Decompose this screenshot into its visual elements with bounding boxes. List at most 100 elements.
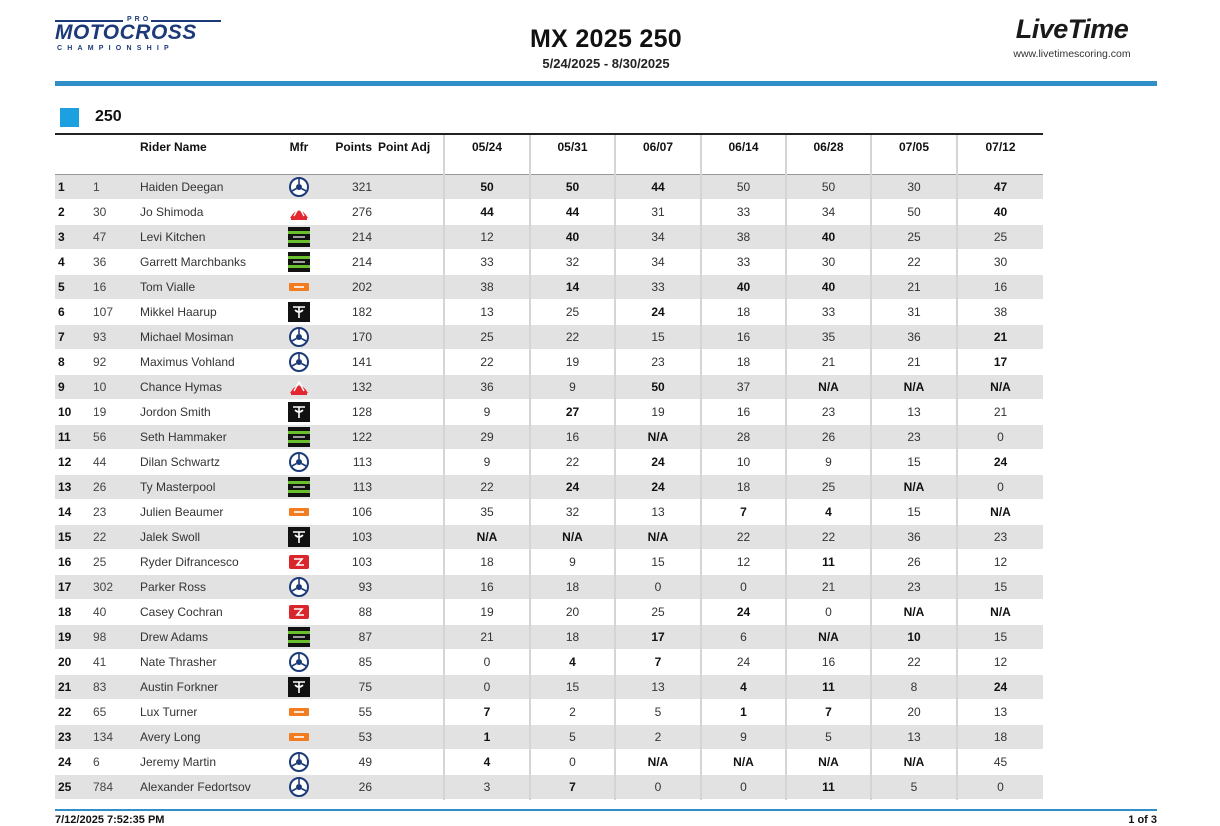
rider-points: 53 [320, 724, 378, 750]
rider-position: 16 [55, 549, 93, 575]
round-result: 20 [870, 699, 957, 725]
table-row[interactable]: 12 44 Dilan Schwartz 113 9 22 24 10 9 15 24 [55, 449, 1043, 475]
yamaha-icon [288, 452, 310, 472]
table-row[interactable]: 17 302 Parker Ross 93 16 18 0 0 21 23 15 [55, 574, 1043, 600]
table-row[interactable]: 4 36 Garrett Marchbanks 214 33 32 34 33 30 22 30 [55, 249, 1043, 275]
table-row[interactable]: 15 22 Jalek Swoll 103 N/A N/A N/A 22 22 36 23 [55, 524, 1043, 550]
round-result: 4 [700, 674, 786, 700]
point-adj-cell [378, 774, 444, 800]
rider-position: 15 [55, 524, 93, 550]
manufacturer-cell [278, 549, 320, 575]
table-row[interactable]: 13 26 Ty Masterpool 113 22 24 24 18 25 N/A 0 [55, 474, 1043, 500]
table-row[interactable]: 16 25 Ryder Difrancesco 103 18 9 15 12 11 26 12 [55, 549, 1043, 575]
round-result: 13 [614, 674, 701, 700]
rider-points: 26 [320, 774, 378, 800]
table-row[interactable]: 24 6 Jeremy Martin 49 4 0 N/A N/A N/A N/A 45 [55, 749, 1043, 775]
round-result: 33 [443, 249, 530, 275]
rider-position: 19 [55, 624, 93, 650]
round-result: N/A [529, 524, 615, 550]
table-row[interactable]: 3 47 Levi Kitchen 214 12 40 34 38 40 25 25 [55, 224, 1043, 250]
rider-points: 214 [320, 249, 378, 275]
point-adj-cell [378, 224, 444, 250]
table-row[interactable]: 9 10 Chance Hymas 132 36 9 50 37 N/A N/A N/A [55, 374, 1043, 400]
round-result: 17 [956, 349, 1043, 375]
table-row[interactable]: 25 784 Alexander Fedortsov 26 3 7 0 0 11 5 0 [55, 774, 1043, 800]
round-result: 21 [956, 324, 1043, 350]
rider-name: Avery Long [140, 724, 278, 750]
round-result: 21 [870, 274, 957, 300]
round-result: N/A [870, 599, 957, 625]
round-result: 38 [956, 299, 1043, 325]
rider-name: Jordon Smith [140, 399, 278, 425]
col-round-5[interactable]: 06/28 [785, 133, 871, 175]
round-result: 15 [529, 674, 615, 700]
table-row[interactable]: 21 83 Austin Forkner 75 0 15 13 4 11 8 24 [55, 674, 1043, 700]
footer-timestamp: 7/12/2025 7:52:35 PM [55, 814, 165, 826]
table-row[interactable]: 7 93 Michael Mosiman 170 25 22 15 16 35 36 21 [55, 324, 1043, 350]
round-result: 18 [529, 624, 615, 650]
round-result: 11 [785, 549, 871, 575]
table-row[interactable]: 23 134 Avery Long 53 1 5 2 9 5 13 18 [55, 724, 1043, 750]
point-adj-cell [378, 449, 444, 475]
round-result: 29 [443, 424, 530, 450]
rider-number: 16 [93, 274, 140, 300]
rider-position: 2 [55, 199, 93, 225]
table-row[interactable]: 11 56 Seth Hammaker 122 29 16 N/A 28 26 23 0 [55, 424, 1043, 450]
col-points[interactable]: Points [320, 133, 378, 175]
round-result: 9 [443, 399, 530, 425]
table-row[interactable]: 18 40 Casey Cochran 88 19 20 25 24 0 N/A N/A [55, 599, 1043, 625]
col-round-2[interactable]: 05/31 [529, 133, 615, 175]
col-round-3[interactable]: 06/07 [614, 133, 701, 175]
round-result: 2 [614, 724, 701, 750]
table-row[interactable]: 22 65 Lux Turner 55 7 2 5 1 7 20 13 [55, 699, 1043, 725]
rider-points: 132 [320, 374, 378, 400]
round-result: 23 [870, 424, 957, 450]
rider-name: Levi Kitchen [140, 224, 278, 250]
col-point-adj[interactable]: Point Adj [378, 133, 444, 175]
rider-position: 6 [55, 299, 93, 325]
triumph-icon [288, 302, 310, 322]
round-result: 0 [529, 749, 615, 775]
round-result: 32 [529, 249, 615, 275]
col-round-6[interactable]: 07/05 [870, 133, 957, 175]
table-row[interactable]: 8 92 Maximus Vohland 141 22 19 23 18 21 21 17 [55, 349, 1043, 375]
round-result: 22 [700, 524, 786, 550]
page-title: MX 2025 250 [529, 25, 683, 53]
round-result: N/A [614, 424, 701, 450]
table-row[interactable]: 20 41 Nate Thrasher 85 0 4 7 24 16 22 12 [55, 649, 1043, 675]
rider-points: 128 [320, 399, 378, 425]
table-row[interactable]: 19 98 Drew Adams 87 21 18 17 6 N/A 10 15 [55, 624, 1043, 650]
rider-name: Austin Forkner [140, 674, 278, 700]
round-result: 21 [785, 349, 871, 375]
round-result: 35 [785, 324, 871, 350]
table-row[interactable]: 2 30 Jo Shimoda 276 44 44 31 33 34 50 40 [55, 199, 1043, 225]
table-row[interactable]: 1 1 Haiden Deegan 321 50 50 44 50 50 30 47 [55, 174, 1043, 200]
round-result: 11 [785, 674, 871, 700]
table-row[interactable]: 14 23 Julien Beaumer 106 35 32 13 7 4 15 N/A [55, 499, 1043, 525]
col-mfr[interactable]: Mfr [278, 133, 320, 175]
rider-position: 11 [55, 424, 93, 450]
col-round-1[interactable]: 05/24 [443, 133, 530, 175]
table-row[interactable]: 6 107 Mikkel Haarup 182 13 25 24 18 33 31 38 [55, 299, 1043, 325]
footer-divider [55, 809, 1157, 811]
table-row[interactable]: 5 16 Tom Vialle 202 38 14 33 40 40 21 16 [55, 274, 1043, 300]
manufacturer-cell [278, 249, 320, 275]
rider-name: Chance Hymas [140, 374, 278, 400]
round-result: 10 [870, 624, 957, 650]
triumph-icon [288, 402, 310, 422]
round-result: 20 [529, 599, 615, 625]
logo-stripe [55, 20, 123, 22]
col-rider-name[interactable]: Rider Name [140, 133, 278, 175]
livetime-url[interactable]: www.livetimescoring.com [1013, 48, 1131, 60]
round-result: 24 [614, 474, 701, 500]
col-round-7[interactable]: 07/12 [956, 133, 1043, 175]
col-round-4[interactable]: 06/14 [700, 133, 786, 175]
round-result: 22 [443, 474, 530, 500]
round-result: 31 [870, 299, 957, 325]
rider-number: 30 [93, 199, 140, 225]
rider-name: Nate Thrasher [140, 649, 278, 675]
rider-position: 22 [55, 699, 93, 725]
gasgas-icon [288, 552, 310, 572]
table-row[interactable]: 10 19 Jordon Smith 128 9 27 19 16 23 13 21 [55, 399, 1043, 425]
rider-points: 103 [320, 549, 378, 575]
